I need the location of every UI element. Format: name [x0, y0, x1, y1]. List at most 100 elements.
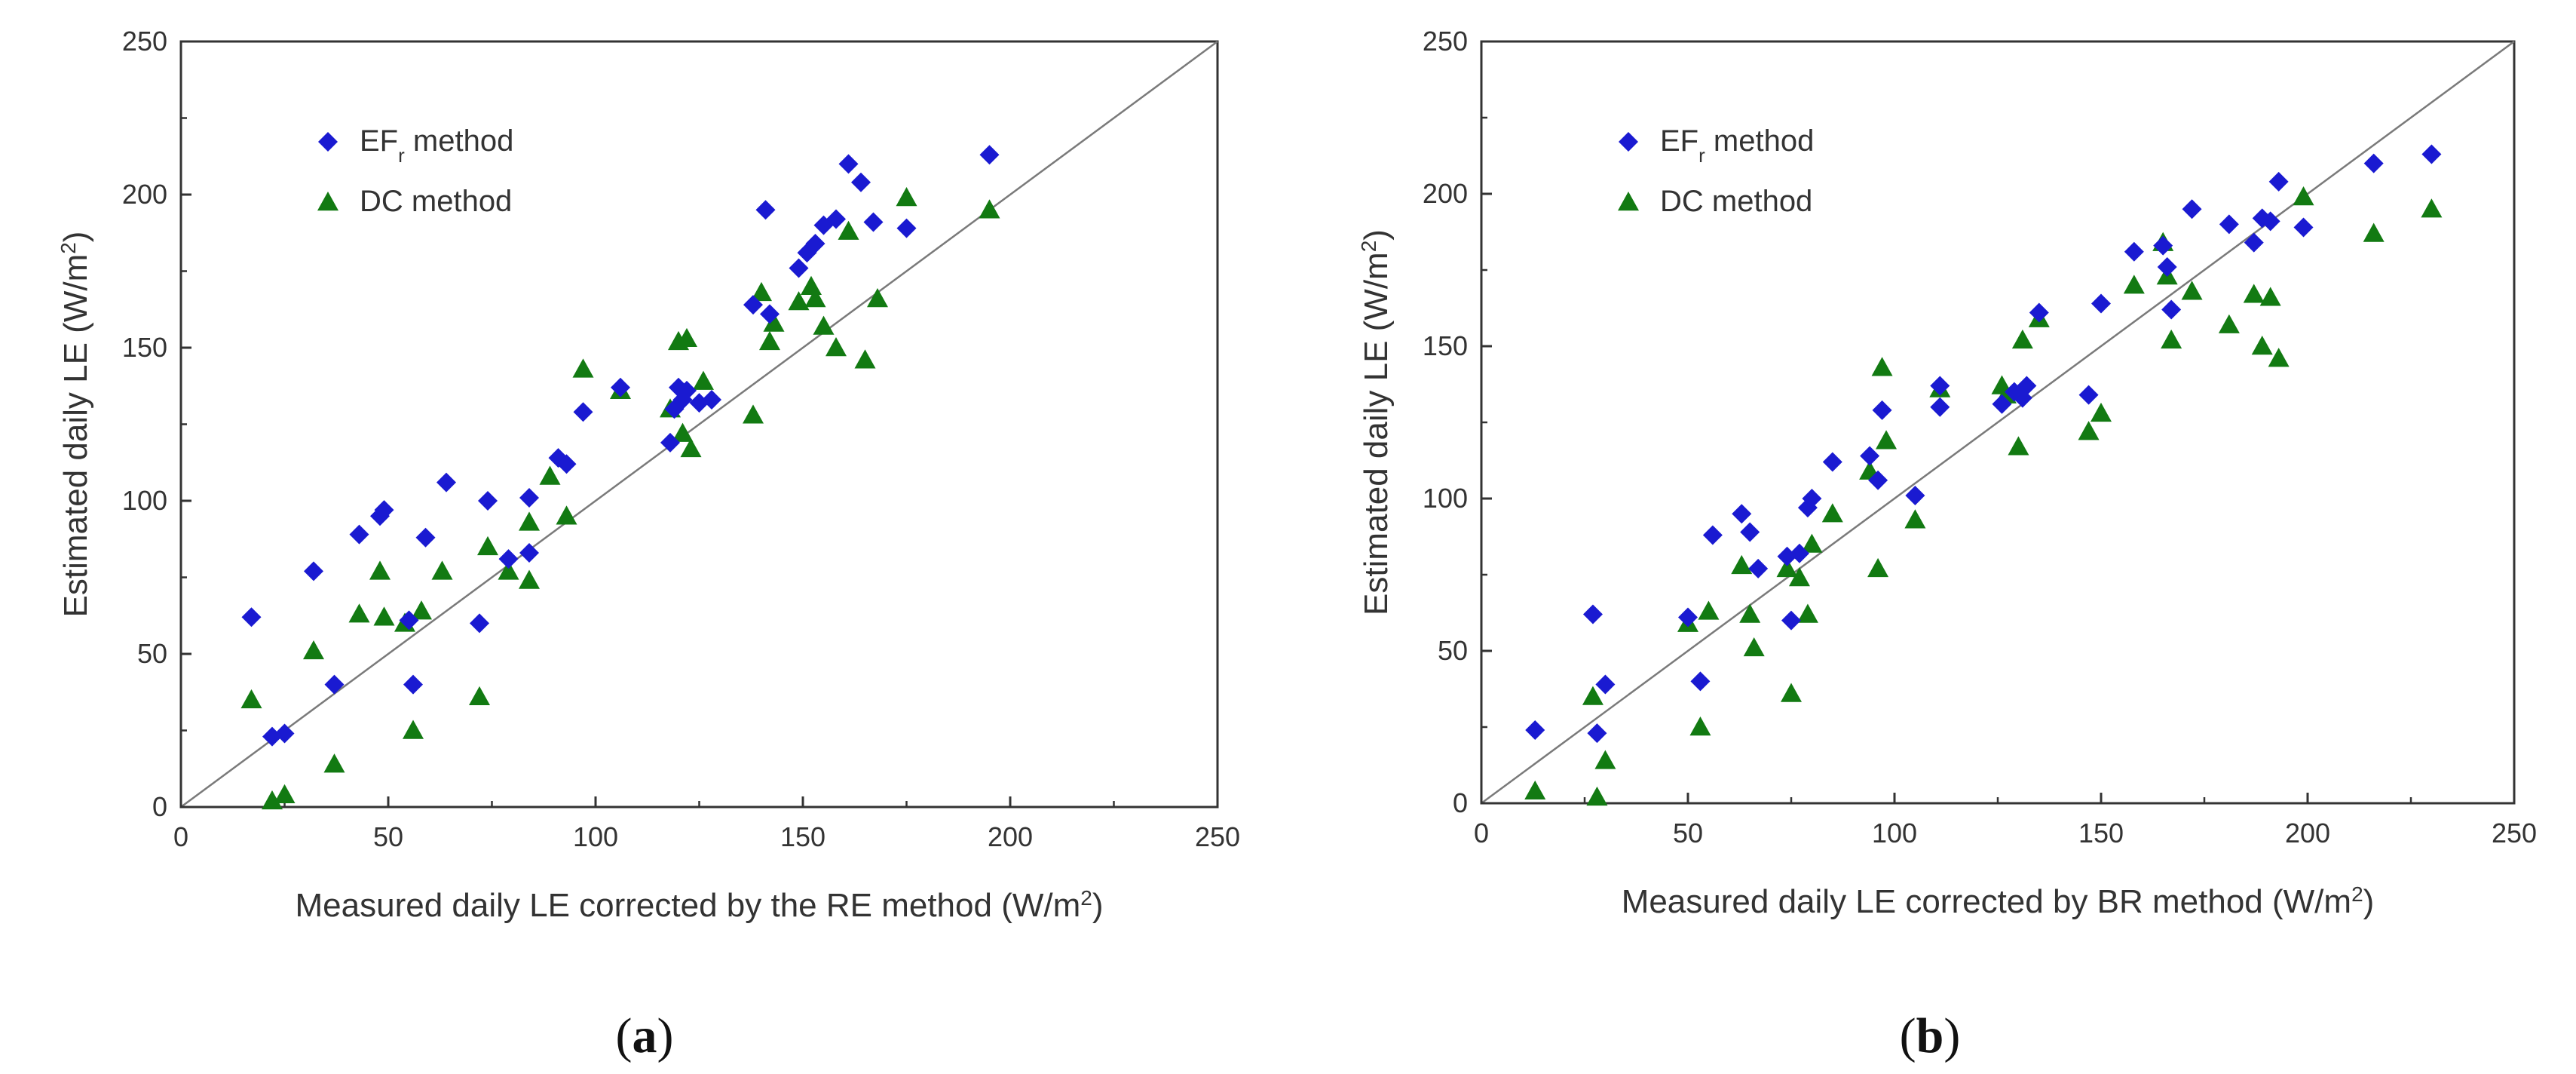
panel-b-dc-point — [2078, 421, 2100, 440]
panel-b-caption-close: ) — [1943, 1008, 1960, 1063]
panel-b-legend-sub-0: r — [1698, 144, 1705, 167]
panel-a-dc-point — [498, 560, 519, 580]
panel-a-dc-point — [763, 312, 785, 332]
panel-b-x-axis-title-end: ) — [2363, 883, 2375, 920]
panel-a-legend-end-0: method — [405, 124, 514, 158]
panel-a-dc-point — [403, 720, 424, 739]
panel-b-x-tick-label: 50 — [1673, 818, 1703, 848]
panel-a-efr-point — [478, 491, 498, 511]
panel-a-dc-point — [813, 315, 835, 335]
panel-b-efr-point — [1781, 610, 1801, 631]
panel-b-efr-point — [1905, 485, 1925, 505]
panel-b-x-tick-label: 250 — [2492, 818, 2537, 848]
panel-a-y-tick-label: 150 — [122, 332, 167, 363]
panel-a-dc-point — [262, 790, 283, 810]
panel-a-dc-point — [838, 220, 859, 240]
panel-a-dc-point — [519, 511, 540, 531]
panel-b-efr-point — [2161, 299, 2182, 320]
panel-a-dc-point — [867, 288, 888, 308]
panel-a-legend-text-1: DC method — [360, 185, 512, 218]
panel-b-dc-point — [2218, 314, 2240, 333]
panel-a-efr-point — [519, 487, 539, 508]
panel-b-efr-point — [2363, 153, 2384, 173]
panel-a-legend-sub-0: r — [398, 144, 405, 167]
panel-a-dc-point — [431, 560, 453, 580]
panel-a-efr-point — [611, 377, 630, 397]
panel-b-dc-point — [2293, 186, 2314, 206]
panel-a-y-tick-label: 250 — [122, 26, 167, 57]
panel-a-x-axis-title: Measured daily LE corrected by the RE me… — [296, 886, 1104, 925]
panel-b-efr-point — [1992, 394, 2012, 414]
panel-a-efr-point — [470, 613, 489, 634]
panel-b-dc-point — [2161, 329, 2182, 349]
panel-b-dc-point — [2421, 198, 2443, 218]
panel-a-dc-point — [369, 560, 391, 580]
panel-a-caption-close: ) — [657, 1008, 674, 1063]
panel-a-efr-point — [324, 674, 345, 695]
panel-a-efr-point — [403, 674, 423, 695]
panel-b-dc-point — [1731, 554, 1753, 575]
panel-b-y-tick-label: 50 — [1438, 635, 1468, 666]
panel-b-dc-point — [1586, 786, 1608, 806]
panel-a-x-tick-label: 250 — [1195, 821, 1240, 852]
panel-b-dc-point — [1689, 717, 1711, 736]
panel-b-dc-point — [1871, 357, 1893, 376]
panel-b-y-axis-title: Estimated daily LE (W/m2) — [1357, 229, 1395, 615]
panel-a-caption-open: ( — [616, 1008, 633, 1063]
panel-b-efr-point — [2182, 199, 2202, 219]
panel-b-dc-point — [1594, 750, 1616, 769]
panel-b-efr-point — [1740, 522, 1760, 542]
panel-a-y-tick-label: 50 — [137, 638, 167, 669]
panel-a-legend-label-0: EFr method — [360, 124, 513, 167]
panel-a-efr-point — [702, 390, 721, 410]
panel-b-dc-point — [2259, 287, 2281, 306]
panel-b-efr-point — [1860, 446, 1880, 466]
panel-b-efr-point — [1582, 604, 1603, 624]
panel-b-dc-point — [1743, 637, 1765, 657]
panel-b-dc-point — [1524, 780, 1546, 800]
panel-b-efr-point — [2293, 217, 2314, 238]
panel-a-efr-point — [415, 527, 436, 548]
panel-a-dc-point — [672, 422, 694, 442]
panel-b-efr-point — [1868, 470, 1888, 490]
panel-b-efr-point — [1678, 607, 1698, 628]
panel-a-dc-point — [469, 686, 490, 706]
panel-b-legend: EFr method DC method — [1618, 124, 1814, 218]
panel-b-legend-end-0: method — [1705, 124, 1815, 158]
panel-b-y-tick-label: 100 — [1423, 483, 1468, 514]
panel-a-dc-point — [303, 640, 324, 660]
panel-b-dc-point — [2008, 436, 2029, 456]
panel-b-efr-point — [2153, 235, 2173, 256]
panel-a-dc-point — [896, 187, 917, 207]
panel-a-efr-point — [838, 154, 859, 174]
panel-a-dc-point — [572, 358, 594, 378]
panel-a-y-axis-title-sup: 2 — [57, 242, 80, 254]
panel-b-x-tick-label: 0 — [1474, 818, 1489, 848]
panel-b-efr-point — [1802, 489, 1822, 508]
panel-b-efr-point — [1525, 720, 1545, 741]
panel-a-y-tick-label: 0 — [152, 791, 167, 822]
panel-a-dc-point — [323, 753, 345, 773]
panel-b-dc-point — [2243, 284, 2265, 303]
panel-a-dc-point — [979, 199, 1000, 219]
panel-b-dc-point — [2363, 222, 2385, 242]
panel-a-efr-point — [863, 212, 884, 232]
panel-b-caption-letter: b — [1916, 1008, 1944, 1063]
panel-a-series-dc — [240, 187, 1000, 810]
panel-b-dc-point — [2181, 281, 2203, 300]
panel-a-efr-point — [851, 172, 871, 192]
panel-a-efr-point — [743, 295, 763, 315]
panel-b-dc-point — [1582, 686, 1603, 705]
panel-b-dc-point — [1781, 683, 1802, 702]
panel-a-y-axis-title: Estimated daily LE (W/m2) — [57, 232, 95, 618]
panel-a-efr-point — [755, 200, 776, 220]
panel-b-one-to-one-line — [1481, 40, 2515, 805]
panel-b-efr-point — [2124, 241, 2144, 262]
panel-a-dc-point — [743, 404, 764, 424]
panel-b-y-tick-label: 150 — [1423, 330, 1468, 361]
panel-b-dc-point — [1739, 603, 1761, 623]
panel-a-dc-point — [751, 281, 772, 302]
panel-b-dc-point — [1876, 430, 1898, 450]
panel-a-x-axis-title-sup: 2 — [1080, 886, 1092, 910]
